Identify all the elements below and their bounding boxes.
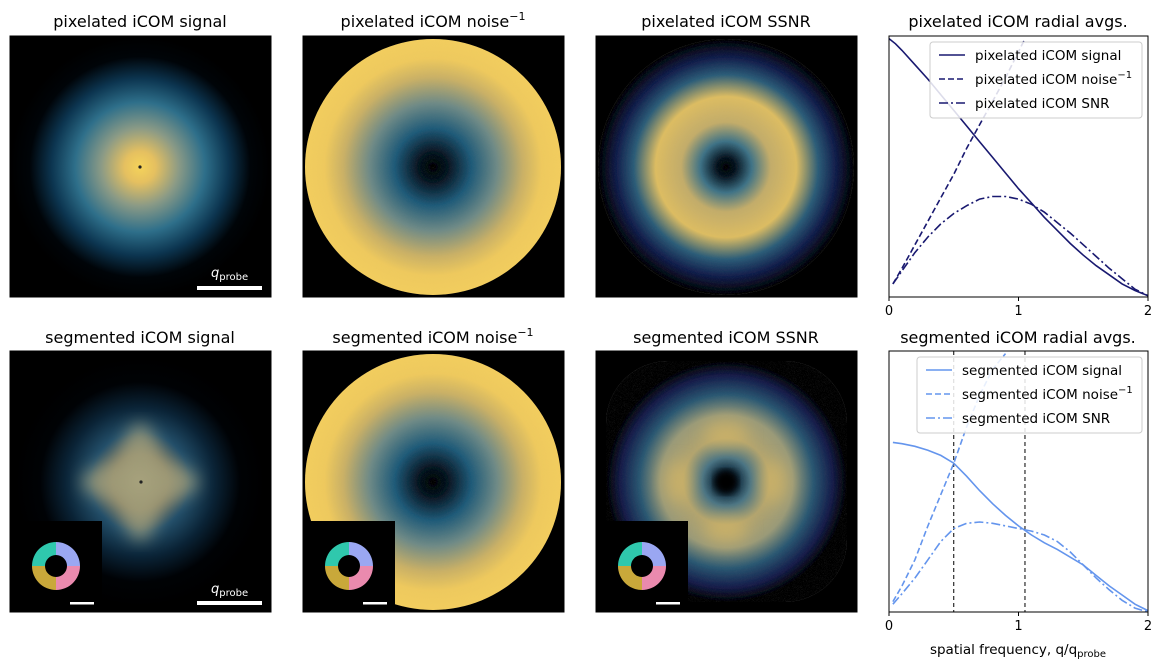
series-line-dashdot [892,195,1148,297]
legend-entry: segmented iCOM SNR [962,411,1110,427]
series-line-solid [892,441,1148,612]
scalebar: qprobe [197,266,262,290]
pixelated-noise-image [303,36,564,297]
svg-text:qprobe: qprobe [211,266,248,283]
x-tick-label: 1 [1014,619,1022,634]
series-line-solid [889,37,1148,297]
series-line-dashdot [892,521,1148,612]
panel-title: pixelated iCOM signal [53,12,226,31]
panel-title: pixelated iCOM noise−1 [341,10,526,31]
pixelated-signal-image [10,36,271,297]
image-frame [9,350,272,613]
panel-title: segmented iCOM SSNR [633,328,819,347]
image-frame [302,35,565,298]
detector-inset [10,521,102,612]
panel-title: pixelated iCOM SSNR [641,12,811,31]
image-frame [595,35,858,298]
segmented-noise-image [303,351,564,612]
detector-segment [56,542,80,566]
x-tick-label: 2 [1144,304,1152,319]
detector-segment [618,542,642,566]
pixelated-ssnr-image [596,36,857,297]
detector-segment [349,566,373,590]
x-axis-label: spatial frequency, q/qprobe [930,642,1106,660]
legend: pixelated iCOM signal pixelated iCOM noi… [929,41,1143,119]
detector-segment [32,542,56,566]
inset-scalebar [363,602,387,605]
legend: segmented iCOM signal segmented iCOM noi… [916,356,1143,434]
scalebar: qprobe [197,582,262,605]
panel-title: segmented iCOM signal [45,328,235,347]
legend-entry: segmented iCOM noise−1 [962,385,1133,403]
detector-inset [303,521,395,612]
segmented-radial-avgs-plot: 0 1 2 segmented iCOM signal segmented iCOM… [885,350,1152,660]
inset-scalebar [70,602,94,605]
detector-segment [325,566,349,590]
image-frame [302,350,565,613]
x-tick-label: 0 [885,619,893,634]
x-tick-label: 0 [885,304,893,319]
image-frame [9,35,272,298]
x-tick-label: 2 [1144,619,1152,634]
detector-segment [325,542,349,566]
legend-entry: pixelated iCOM noise−1 [975,70,1132,88]
detector-segment [642,542,666,566]
x-tick-label: 1 [1014,304,1022,319]
inset-scalebar [656,602,680,605]
svg-text:qprobe: qprobe [211,582,248,599]
detector-segment [642,566,666,590]
image-frame [595,350,858,613]
legend-entry: pixelated iCOM SNR [975,96,1109,112]
detector-inset [596,521,688,612]
detector-segment [349,542,373,566]
detector-segment [618,566,642,590]
pixelated-radial-avgs-plot: 0 1 2 pixelated iCOM signal pixelated iCOM… [885,35,1152,319]
chart-title: pixelated iCOM radial avgs. [908,12,1127,31]
chart-title: segmented iCOM radial avgs. [900,328,1136,347]
legend-entry: segmented iCOM signal [962,363,1122,379]
detector-segment [32,566,56,590]
detector-segment [56,566,80,590]
legend-entry: pixelated iCOM signal [975,48,1121,64]
panel-title: segmented iCOM noise−1 [332,326,533,347]
